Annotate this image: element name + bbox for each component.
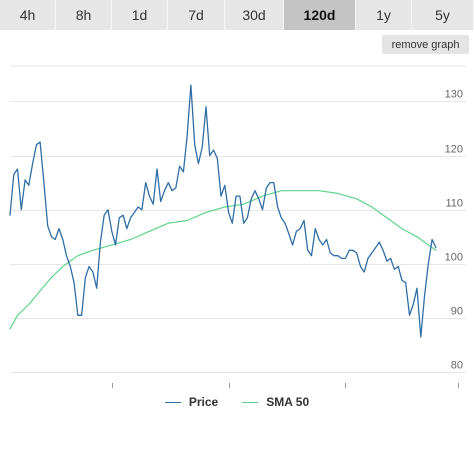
tab-range-5[interactable]: 120d: [284, 0, 356, 30]
y-tick-label: 130: [445, 89, 463, 101]
y-tick-label: 80: [451, 360, 463, 372]
legend-label-price: Price: [188, 395, 219, 409]
tab-range-1[interactable]: 8h: [56, 0, 112, 30]
price-series-line: [9, 84, 437, 338]
legend-swatch-price: [164, 401, 181, 403]
y-tick-label: 110: [445, 198, 463, 210]
legend-item-sma50[interactable]: SMA 50: [242, 395, 309, 409]
tab-range-4[interactable]: 30d: [225, 0, 284, 30]
price-chart: 8090100110120130Jul '25Aug '25Sep '25Oct…: [9, 65, 466, 388]
legend-item-price[interactable]: Price: [164, 395, 219, 409]
tab-range-7[interactable]: 5y: [412, 0, 474, 30]
range-tabs: 4h 8h 1d 7d 30d 120d 1y 5y: [0, 0, 474, 30]
tab-range-0[interactable]: 4h: [0, 0, 56, 30]
y-tick-label: 120: [445, 144, 463, 156]
y-tick-label: 100: [445, 252, 463, 264]
y-tick-label: 90: [451, 306, 463, 318]
legend-swatch-sma50: [242, 401, 259, 403]
tab-range-3[interactable]: 7d: [168, 0, 225, 30]
tab-range-2[interactable]: 1d: [112, 0, 168, 30]
chart-legend: Price SMA 50: [0, 390, 474, 414]
tab-range-6[interactable]: 1y: [356, 0, 412, 30]
legend-label-sma50: SMA 50: [266, 395, 310, 409]
sma50-series-line: [9, 190, 437, 330]
remove-graph-button[interactable]: remove graph: [382, 35, 469, 54]
